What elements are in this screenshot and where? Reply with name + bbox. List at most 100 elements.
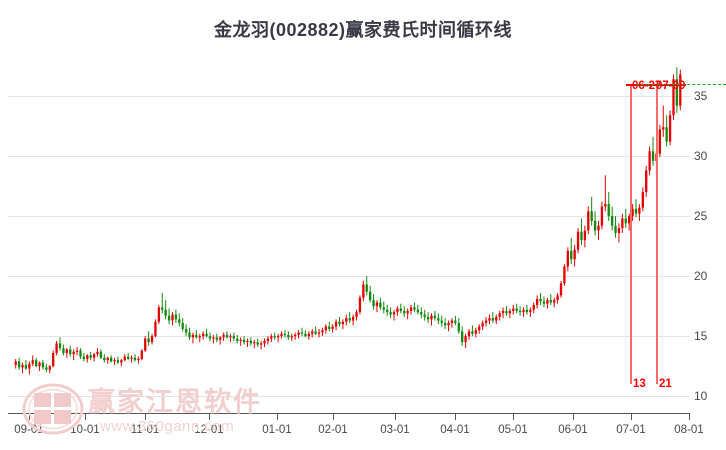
candle-body (668, 115, 672, 142)
candle-body (307, 333, 310, 337)
x-axis-tick (689, 414, 690, 420)
candle-body (532, 304, 535, 310)
candle-body (222, 334, 225, 338)
candle-body (120, 360, 123, 363)
candle-body (314, 331, 317, 334)
candle-body (501, 310, 505, 314)
candle-body (505, 310, 508, 314)
x-axis-tick (277, 414, 278, 420)
x-axis-label: 12-01 (194, 424, 224, 436)
candle-body (317, 332, 321, 334)
candle-body (675, 79, 679, 106)
candle-body (430, 315, 433, 320)
candle-body (413, 307, 416, 310)
candle-body (58, 343, 62, 349)
candle-body (365, 284, 368, 292)
x-axis-tick (395, 414, 396, 420)
candle-body (416, 309, 420, 313)
watermark-url: www.360gann.com (100, 418, 235, 435)
x-axis-label: 06-01 (558, 424, 588, 436)
candle-body (161, 307, 164, 310)
candle-body (604, 204, 607, 207)
candle-body (256, 342, 259, 345)
candle-body (423, 314, 426, 317)
candle-body (157, 307, 161, 322)
candle-body (665, 127, 668, 142)
candle-body (328, 326, 331, 329)
candle-body (72, 351, 75, 355)
candle-body (154, 321, 157, 337)
candle-body (638, 207, 641, 214)
candle-body (641, 192, 644, 208)
candle-body (48, 366, 51, 370)
candle-body (590, 211, 593, 221)
candle-body (556, 295, 559, 301)
candle-body (178, 319, 181, 323)
candle-body (304, 333, 307, 337)
candle-body (539, 298, 542, 302)
candle-body (573, 249, 576, 260)
candle-body (600, 206, 604, 226)
candle-body (109, 357, 113, 362)
candle-body (270, 336, 273, 339)
candle-body (294, 334, 297, 337)
candle-body (28, 363, 31, 369)
y-axis-label: 25 (694, 209, 708, 223)
x-axis-label: 03-01 (380, 424, 410, 436)
x-axis-label: 08-01 (674, 424, 704, 436)
candle-body (103, 357, 106, 361)
x-axis-tick (85, 414, 86, 420)
candle-body (461, 331, 464, 343)
candle-body (426, 316, 430, 320)
candle-body (96, 351, 99, 355)
candle-body (287, 334, 290, 338)
candle-body (495, 316, 498, 321)
candle-body (191, 334, 195, 338)
candle-body (341, 321, 345, 325)
candle-body (610, 216, 614, 226)
candle-body (529, 309, 532, 313)
candle-body (242, 339, 246, 343)
candle-body (645, 170, 648, 193)
candle-body (553, 300, 556, 303)
candle-body (437, 318, 440, 321)
candle-body (379, 302, 382, 308)
time-cycle-count-label: 21 (659, 378, 672, 390)
candle-body (559, 283, 563, 296)
candle-body (31, 360, 34, 364)
x-axis-label: 11-01 (130, 424, 160, 436)
candle-body (563, 266, 566, 284)
candle-body (229, 336, 232, 338)
candle-body (614, 225, 617, 233)
y-axis-label: 15 (694, 329, 708, 343)
candle-body (351, 316, 355, 321)
candle-body (570, 250, 573, 260)
candle-body (368, 291, 372, 301)
y-axis-label: 10 (694, 389, 708, 403)
candle-body (457, 322, 460, 332)
x-axis-tick (513, 414, 514, 420)
candle-body (467, 331, 471, 337)
watermark-brand: 赢家江恩软件 (88, 387, 262, 417)
candle-body (273, 336, 276, 338)
candle-body (246, 340, 249, 343)
y-axis-label: 35 (694, 89, 708, 103)
gridline (8, 216, 690, 217)
candle-body (488, 318, 491, 321)
candle-body (225, 334, 229, 338)
candle-body (403, 310, 406, 314)
candle-body (450, 320, 454, 323)
candle-body (167, 315, 171, 321)
candle-body (266, 338, 270, 341)
x-axis-tick (209, 414, 210, 420)
candle-body (593, 220, 597, 231)
candle-body (195, 334, 198, 338)
candle-body (433, 315, 437, 319)
candle-body (249, 340, 253, 344)
candle-body (116, 360, 120, 363)
candle-body (297, 332, 300, 335)
candle-body (382, 307, 385, 310)
candle-body (331, 326, 334, 329)
candle-body (236, 338, 239, 341)
candle-body (396, 308, 399, 313)
